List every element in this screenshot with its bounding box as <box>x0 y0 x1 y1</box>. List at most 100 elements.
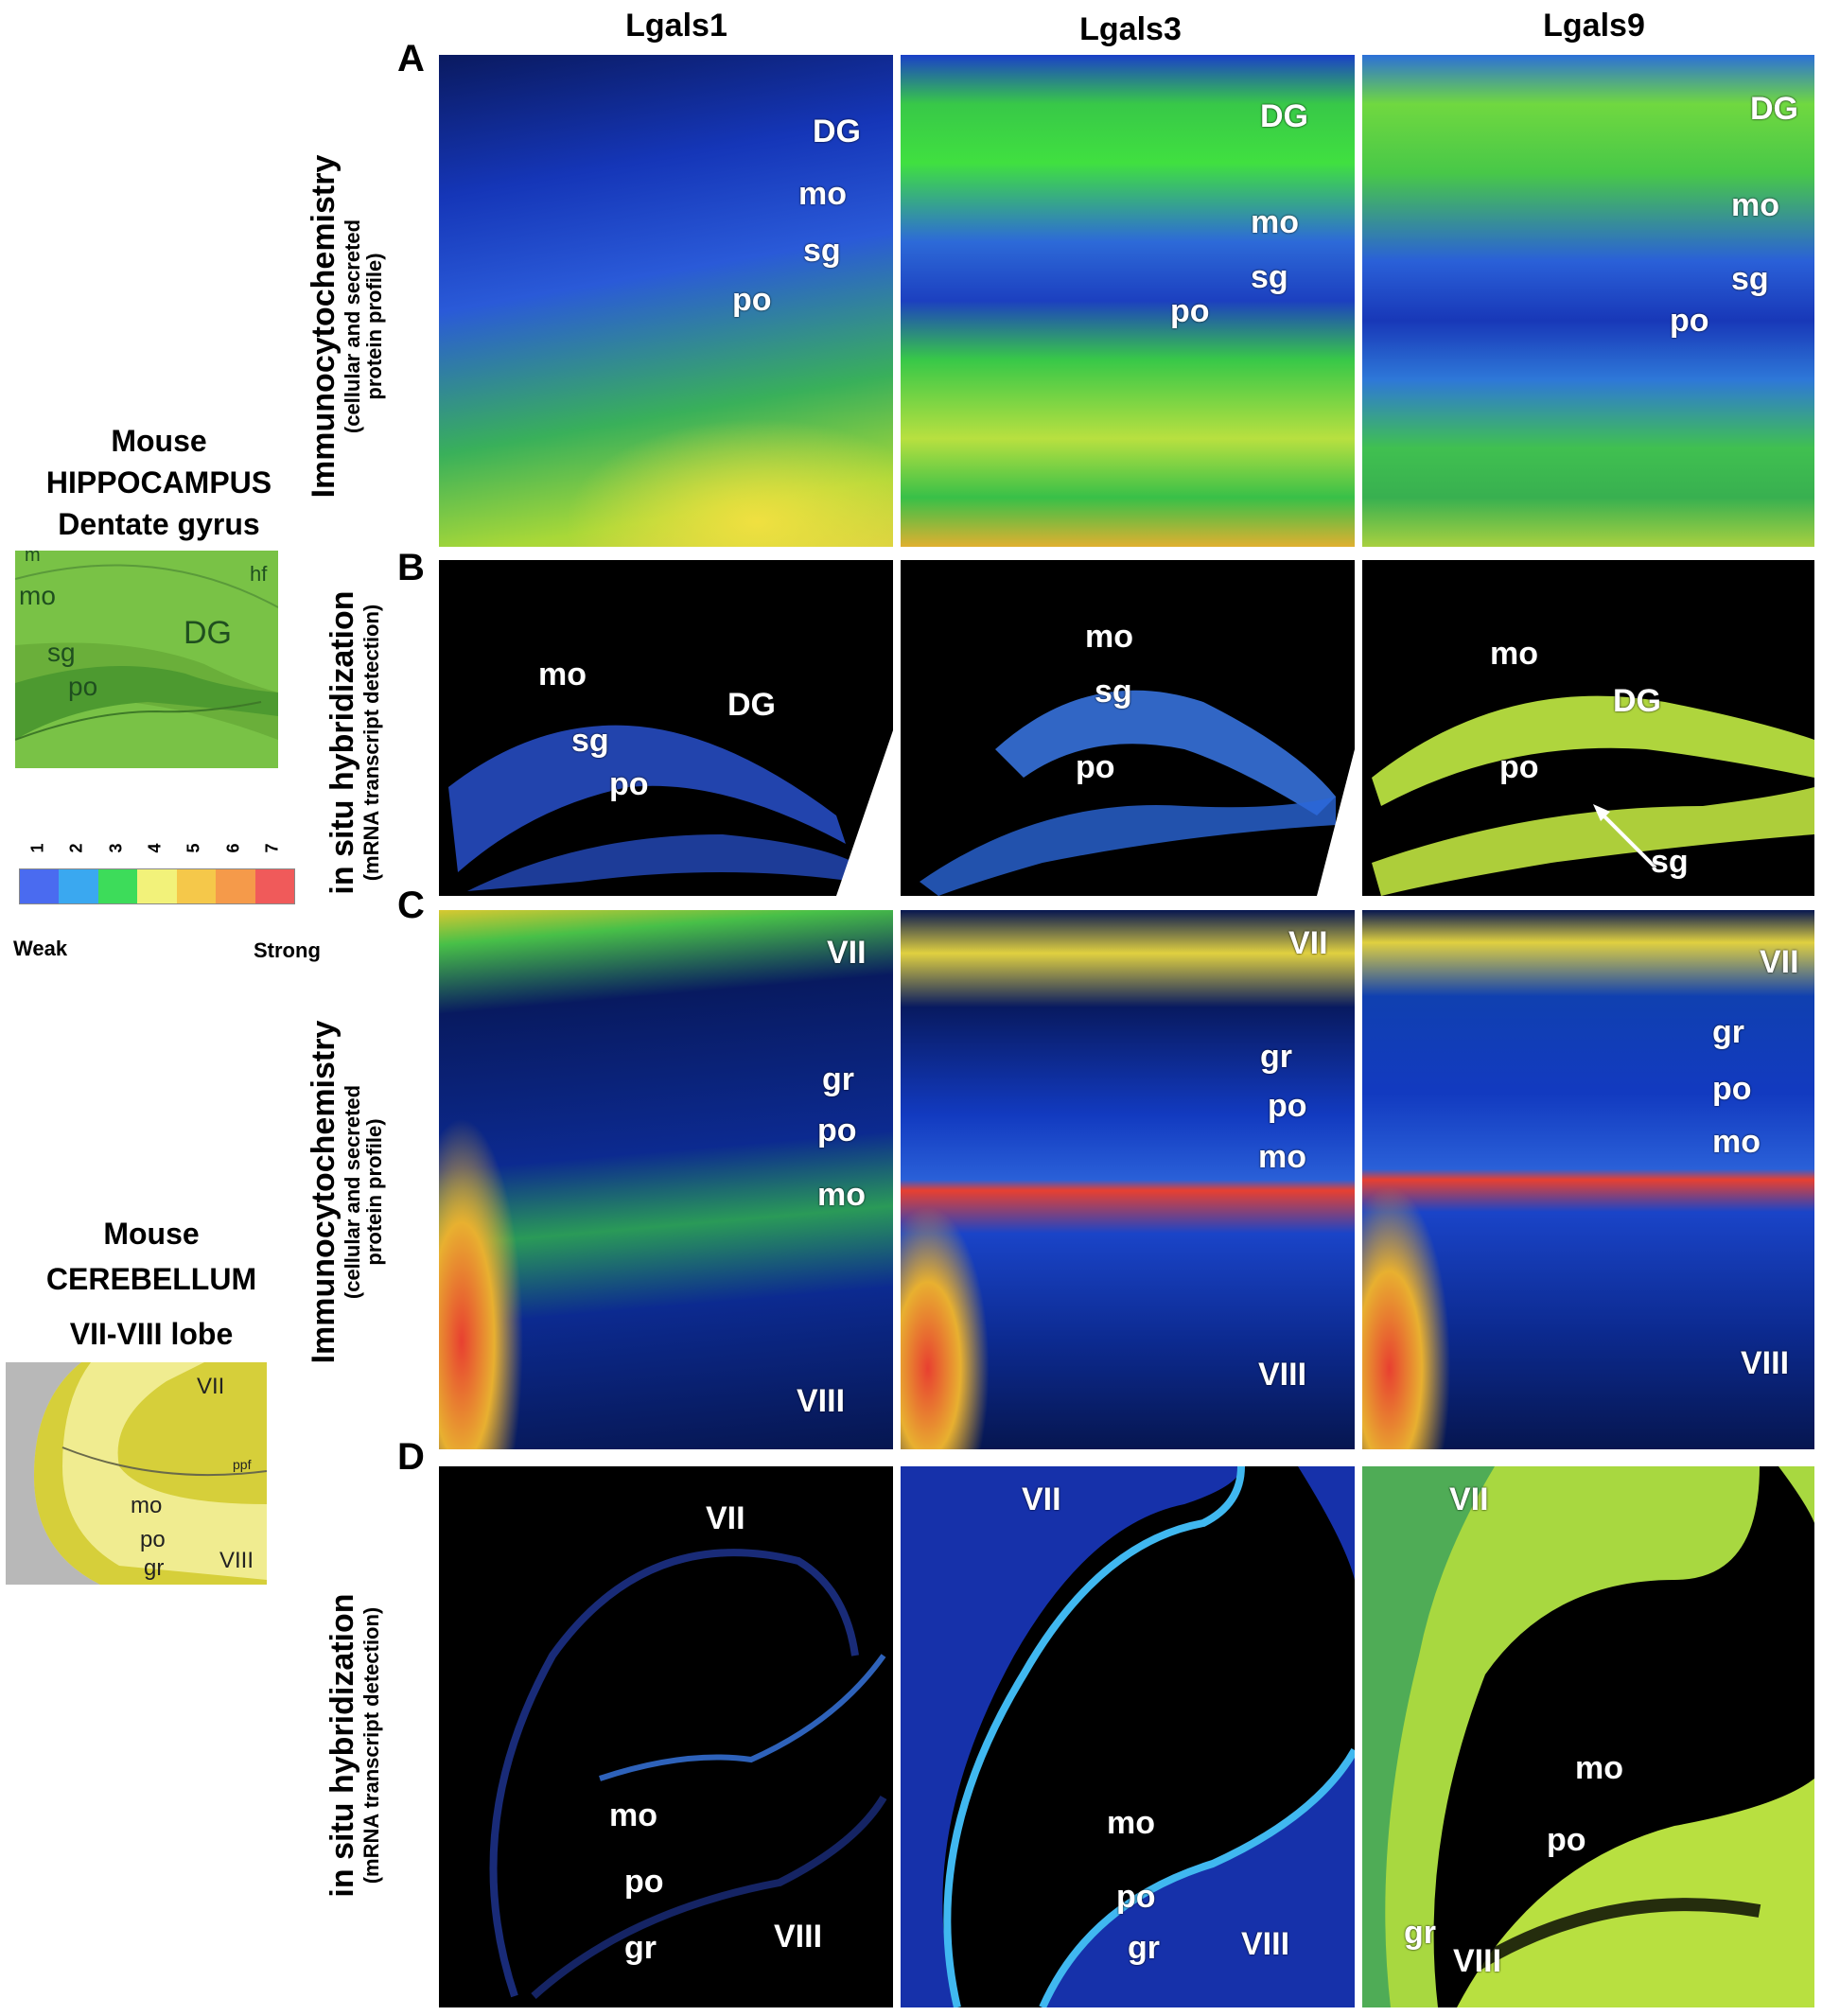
column-header-lgals3: Lgals3 <box>1079 11 1182 47</box>
label-mo: mo <box>538 657 587 692</box>
label-gr: gr <box>1712 1014 1744 1050</box>
label-sg: sg <box>1095 674 1132 710</box>
row-label-a-sub1: (cellular and secreted <box>340 219 364 434</box>
label-po: po <box>1170 293 1210 329</box>
panel-c-lgals1: VII gr po mo VIII <box>439 910 893 1449</box>
cerebellum-title-line2: CEREBELLUM <box>45 1262 257 1296</box>
scale-strong-label: Strong <box>254 938 321 962</box>
label-mo: mo <box>1490 636 1538 672</box>
panel-a-lgals9: DG mo sg po <box>1362 55 1814 547</box>
scale-number-7: 7 <box>262 843 282 853</box>
row-label-c: Immunocytochemistry (cellular and secret… <box>306 974 412 1410</box>
row-label-b-sub1: (mRNA transcript detection) <box>359 604 383 882</box>
hippocampus-title-line2: HIPPOCAMPUS <box>45 465 272 500</box>
label-po: po <box>1076 749 1115 785</box>
diagram-label-po: po <box>68 672 98 701</box>
label-gr: gr <box>1128 1930 1160 1966</box>
diagram-label-gr: gr <box>144 1555 165 1581</box>
label-gr: gr <box>1404 1915 1436 1951</box>
panel-b-lgals9: mo DG po sg <box>1362 560 1814 896</box>
row-label-c-sub1: (cellular and secreted <box>340 1084 364 1300</box>
hippocampus-title-line3: Dentate gyrus <box>58 507 260 541</box>
cerebellum-title-line1: Mouse <box>103 1217 200 1251</box>
column-header-lgals9: Lgals9 <box>1543 8 1645 44</box>
diagram-label-dg: DG <box>184 615 232 651</box>
label-po: po <box>609 766 649 802</box>
label-mo: mo <box>1251 204 1299 240</box>
label-gr: gr <box>624 1930 657 1966</box>
diagram-label-viii: VIII <box>219 1548 254 1573</box>
column-header-lgals1: Lgals1 <box>625 8 727 44</box>
scale-segment-6 <box>216 869 255 903</box>
label-viii: VIII <box>797 1383 846 1419</box>
row-label-a: Immunocytochemistry (cellular and secret… <box>306 109 412 544</box>
label-dg: DG <box>727 687 776 723</box>
label-vii: VII <box>827 935 867 971</box>
diagram-label-vii: VII <box>197 1374 225 1399</box>
hippocampus-diagram: mo DG sg po hf m <box>15 551 278 768</box>
panel-b-lgals1: mo DG sg po <box>439 560 893 896</box>
label-dg: DG <box>1260 98 1308 134</box>
label-mo: mo <box>1085 619 1133 655</box>
label-viii: VIII <box>1453 1943 1502 1979</box>
label-mo: mo <box>1258 1139 1306 1175</box>
label-sg: sg <box>571 723 609 759</box>
row-label-d-sub1: (mRNA transcript detection) <box>359 1606 383 1885</box>
diagram-label-po: po <box>140 1527 166 1552</box>
label-po: po <box>624 1864 664 1900</box>
scale-segment-2 <box>59 869 98 903</box>
row-label-d-main: in situ hybridization <box>324 1593 360 1898</box>
label-mo: mo <box>798 176 847 212</box>
panel-letter-a: A <box>397 38 425 79</box>
panel-letter-c: C <box>397 885 425 926</box>
diagram-label-ppf: ppf <box>233 1457 252 1472</box>
label-mo: mo <box>1712 1124 1761 1160</box>
label-po: po <box>1712 1071 1752 1107</box>
intensity-scale: 1 2 3 4 5 6 7 <box>19 843 295 906</box>
row-label-c-sub2: protein profile) <box>361 1118 386 1266</box>
label-vii: VII <box>1449 1481 1489 1517</box>
label-mo: mo <box>609 1797 657 1833</box>
panel-b-lgals3: mo sg po <box>901 560 1355 896</box>
label-vii: VII <box>1760 944 1799 980</box>
diagram-label-hf: hf <box>250 562 268 586</box>
label-po: po <box>1670 303 1709 339</box>
label-po: po <box>1116 1879 1156 1915</box>
label-po: po <box>817 1113 857 1148</box>
label-viii: VIII <box>1241 1926 1290 1962</box>
panel-letter-d: D <box>397 1436 425 1478</box>
label-dg: DG <box>813 114 861 149</box>
scale-number-4: 4 <box>145 843 165 853</box>
lobe-outline-shape <box>901 1466 1355 2007</box>
diagram-label-mo: mo <box>131 1493 163 1518</box>
dg-band-shape <box>1372 695 1814 896</box>
row-label-b: in situ hybridization (mRNA transcript d… <box>324 525 412 960</box>
label-sg: sg <box>1251 259 1288 295</box>
label-viii: VIII <box>1741 1345 1790 1381</box>
scale-weak-label: Weak <box>13 937 68 960</box>
lobe-outline-shape <box>489 1549 887 1999</box>
scale-number-5: 5 <box>184 843 203 853</box>
panel-letter-b: B <box>397 547 425 588</box>
label-mo: mo <box>1107 1805 1155 1841</box>
label-dg: DG <box>1750 91 1798 127</box>
row-label-b-main: in situ hybridization <box>324 590 360 895</box>
label-gr: gr <box>1260 1039 1292 1075</box>
cerebellum-title-line3: VII-VIII lobe <box>69 1317 234 1351</box>
scale-number-6: 6 <box>223 843 243 853</box>
label-po: po <box>1268 1088 1307 1124</box>
diagram-label-m: m <box>25 551 41 566</box>
label-sg: sg <box>1651 844 1689 880</box>
dentate-gyrus-shape <box>15 564 278 741</box>
panel-c-lgals9: VII gr po mo VIII <box>1362 910 1814 1449</box>
row-label-a-main: Immunocytochemistry <box>306 154 342 499</box>
scale-number-1: 1 <box>27 843 47 853</box>
label-po: po <box>732 282 772 318</box>
hippocampus-title-line1: Mouse <box>111 424 207 458</box>
row-label-c-main: Immunocytochemistry <box>306 1020 342 1364</box>
label-po: po <box>1547 1822 1586 1858</box>
panel-d-lgals1: VII mo po gr VIII <box>439 1466 893 2007</box>
label-mo: mo <box>1575 1750 1623 1786</box>
label-sg: sg <box>1731 261 1769 297</box>
label-vii: VII <box>706 1500 745 1536</box>
